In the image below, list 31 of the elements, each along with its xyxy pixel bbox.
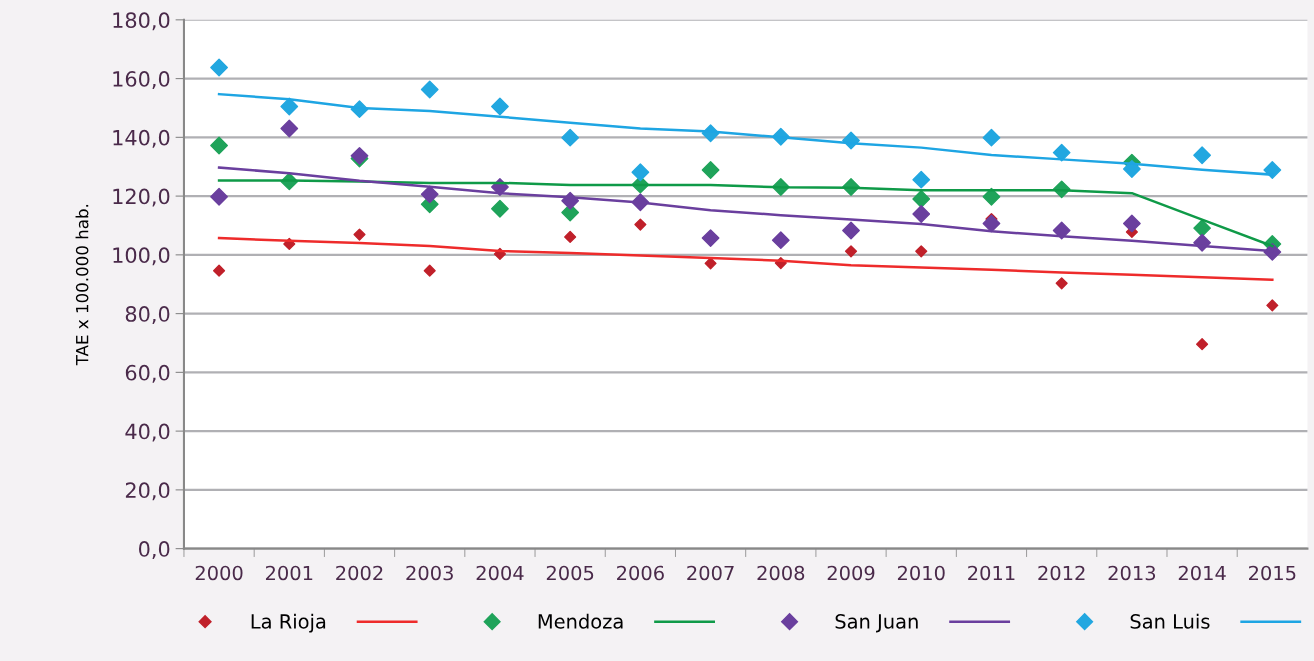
x-tick-label: 2007	[687, 565, 734, 581]
y-tick-label: 120,0	[113, 188, 170, 207]
y-tick-label: 0,0	[139, 541, 170, 559]
y-axis-title: TAE x 100.000 hab.	[75, 204, 89, 366]
legend-label: San Juan	[835, 614, 918, 633]
y-tick-label: 140,0	[113, 129, 170, 148]
x-tick-label: 2011	[968, 565, 1015, 581]
x-tick-label: 2006	[617, 565, 664, 581]
legend-label: La Rioja	[251, 613, 326, 633]
y-tick-label: 100,0	[113, 247, 170, 266]
y-tick-label: 80,0	[125, 306, 170, 324]
x-tick-label: 2000	[195, 565, 243, 581]
legend-label: Mendoza	[538, 613, 623, 629]
x-tick-label: 2008	[757, 565, 805, 581]
x-tick-label: 2014	[1178, 565, 1226, 581]
y-tick-label: 60,0	[125, 364, 170, 383]
x-tick-label: 2003	[406, 565, 453, 581]
x-tick-label: 2002	[336, 565, 383, 581]
y-tick-label: 40,0	[125, 423, 170, 442]
y-tick-label: 160,0	[113, 71, 170, 89]
x-tick-label: 2010	[897, 565, 945, 581]
x-tick-label: 2009	[827, 565, 875, 581]
x-tick-label: 2013	[1108, 565, 1156, 581]
x-tick-label: 2001	[265, 565, 313, 581]
x-tick-label: 2015	[1249, 565, 1296, 581]
x-tick-label: 2005	[546, 565, 594, 581]
y-tick-label: 20,0	[125, 482, 170, 501]
legend-label: San Luis	[1130, 613, 1210, 629]
x-tick-label: 2012	[1038, 565, 1085, 581]
y-tick-label: 180,0	[113, 12, 170, 31]
x-tick-label: 2004	[476, 565, 524, 581]
